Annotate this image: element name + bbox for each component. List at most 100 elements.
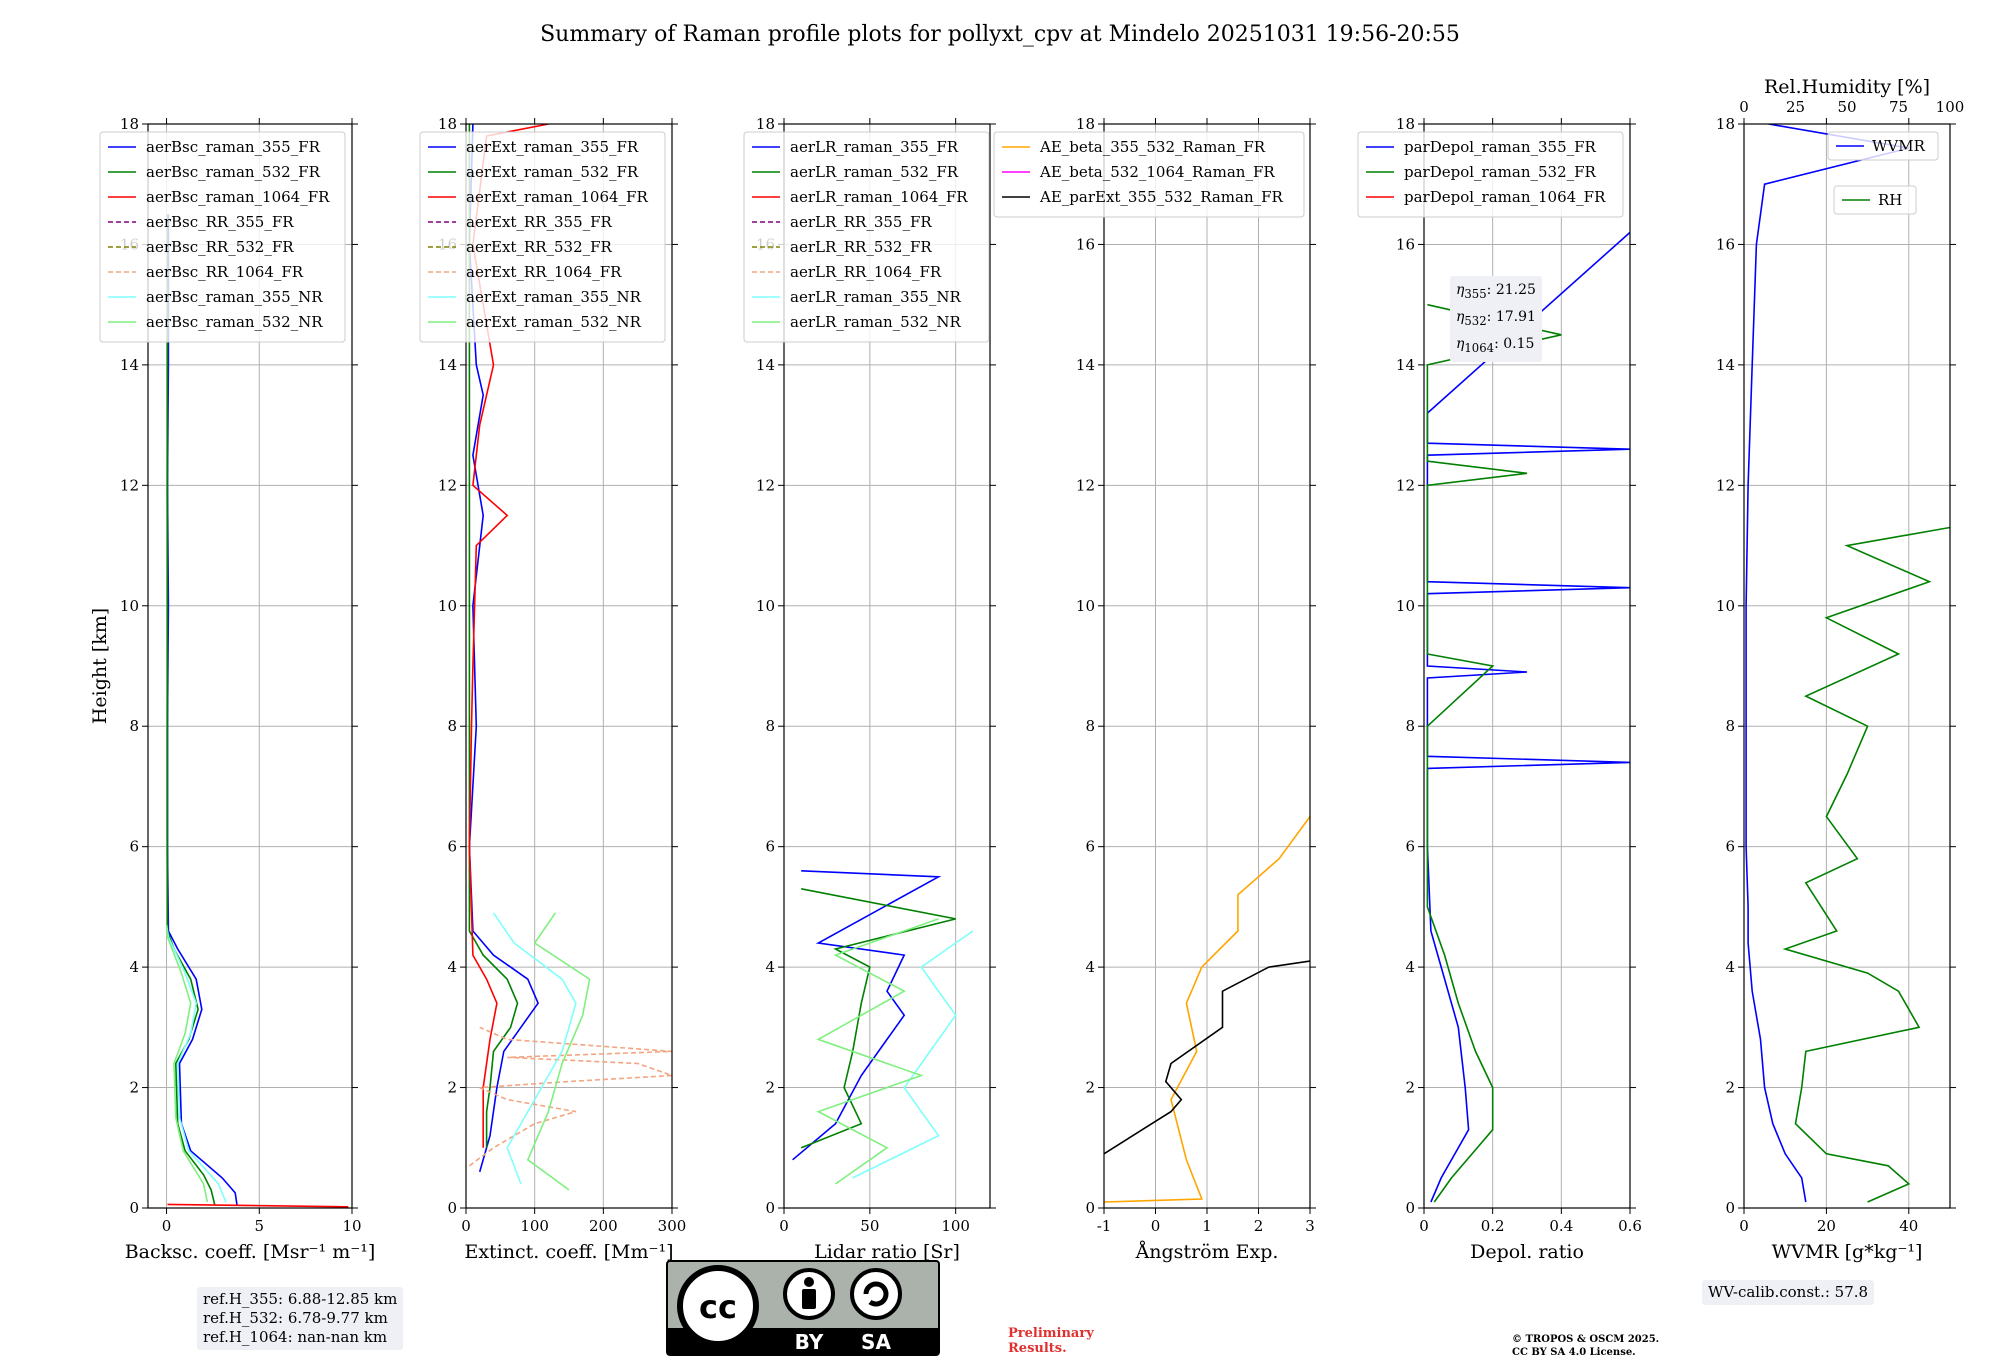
series-line-aerLR_raman_355_FR <box>792 870 942 1161</box>
series-line-aerBsc_raman_355_NR <box>165 924 227 1203</box>
legend-label: parDepol_raman_532_FR <box>1404 163 1597 181</box>
y-tick-label: 10 <box>1716 597 1735 615</box>
top-x-tick-label: 75 <box>1889 98 1908 116</box>
y-tick-label: 12 <box>1076 476 1095 494</box>
y-tick-label: 0 <box>1725 1199 1735 1217</box>
y-tick-label: 4 <box>1405 958 1415 976</box>
series-line-aerExt_raman_532_FR <box>468 124 519 1148</box>
series-line-AE_beta_355_532_Raman_FR <box>1104 816 1310 1203</box>
x-axis-label: Depol. ratio <box>1470 1241 1584 1263</box>
y-tick-label: 14 <box>438 356 457 374</box>
y-tick-label: 2 <box>1405 1079 1415 1097</box>
legend-label: aerBsc_RR_1064_FR <box>146 263 304 281</box>
top-x-tick-label: 100 <box>1936 98 1965 116</box>
eta-355-value: 21.25 <box>1495 282 1536 298</box>
y-tick-label: 0 <box>447 1199 457 1217</box>
y-tick-label: 4 <box>129 958 139 976</box>
share-alike-icon <box>850 1268 902 1320</box>
y-tick-label: 12 <box>120 476 139 494</box>
eta-532-row: η532: 17.91 <box>1456 308 1536 328</box>
axes-frame <box>1743 123 1951 1209</box>
y-tick-label: 12 <box>756 476 775 494</box>
legend-box <box>1833 185 1917 215</box>
x-tick-label: 0 <box>1739 1217 1749 1235</box>
y-tick-label: 6 <box>765 838 775 856</box>
x-tick-label: 0 <box>1151 1217 1161 1235</box>
x-tick-label: 20 <box>1817 1217 1836 1235</box>
legend: aerBsc_raman_355_FR aerBsc_raman_532_FRae… <box>99 131 346 343</box>
y-tick-label: 8 <box>765 717 775 735</box>
cc-by-sa-license-badge: cc BY SA <box>666 1260 940 1356</box>
y-tick-label: 16 <box>1076 235 1095 253</box>
series-line-aerExt_RR_1064_FR <box>468 1026 672 1167</box>
ref-height-1064: ref.H_1064: nan-nan km <box>203 1328 388 1346</box>
legend-label: aerExt_raman_1064_FR <box>466 188 648 206</box>
by-label: BY <box>795 1330 824 1354</box>
y-tick-label: 12 <box>1716 476 1735 494</box>
y-tick-label: 10 <box>1396 597 1415 615</box>
y-tick-label: 4 <box>1085 958 1095 976</box>
y-axis-label: Height [km] <box>89 608 111 724</box>
panel-bsc: 0510024681012141618Backsc. coeff. [Msr⁻¹… <box>99 115 375 1263</box>
legend-label: aerExt_raman_532_NR <box>466 313 642 331</box>
legend: AE_beta_355_532_Raman_FR AE_beta_532_1064… <box>993 131 1305 218</box>
y-tick-label: 10 <box>438 597 457 615</box>
series-line-aerExt_raman_355_NR <box>492 912 577 1185</box>
y-tick-label: 16 <box>1396 235 1415 253</box>
legend-label: aerBsc_raman_1064_FR <box>146 188 330 206</box>
legend-label: aerBsc_RR_532_FR <box>146 238 294 256</box>
series-group <box>165 214 349 1208</box>
y-tick-label: 6 <box>129 838 139 856</box>
series-line-AE_parExt_355_532_Raman_FR <box>1104 960 1310 1155</box>
x-tick-label: 0.2 <box>1481 1217 1505 1235</box>
wv-calib-box: WV-calib.const.: 57.8 <box>1702 1280 1875 1305</box>
series-group <box>1426 231 1630 1203</box>
legend-box <box>419 131 666 343</box>
top-x-tick-label: 25 <box>1786 98 1805 116</box>
y-tick-label: 8 <box>129 717 139 735</box>
y-tick-label: 8 <box>1405 717 1415 735</box>
x-tick-label: 0 <box>162 1217 172 1235</box>
y-tick-label: 6 <box>1405 838 1415 856</box>
legend-label: aerExt_RR_532_FR <box>466 238 613 256</box>
series-line-aerExt_raman_532_NR <box>526 912 591 1191</box>
legend: aerExt_raman_355_FR aerExt_raman_532_FRae… <box>419 131 666 343</box>
y-tick-label: 10 <box>1076 597 1095 615</box>
x-tick-label: 40 <box>1899 1217 1918 1235</box>
x-tick-label: 0 <box>779 1217 789 1235</box>
x-tick-label: 10 <box>342 1217 361 1235</box>
y-tick-label: 18 <box>1396 115 1415 133</box>
reference-height-box: ref.H_355: 6.88-12.85 km ref.H_532: 6.78… <box>197 1287 404 1350</box>
x-tick-label: 0.6 <box>1618 1217 1642 1235</box>
legend-label: WVMR <box>1872 137 1926 155</box>
y-tick-label: 4 <box>447 958 457 976</box>
eta-1064-row: η1064: 0.15 <box>1456 335 1535 355</box>
x-tick-label: 50 <box>860 1217 879 1235</box>
x-tick-label: -1 <box>1097 1217 1112 1235</box>
x-axis-label: Ångström Exp. <box>1135 1241 1279 1263</box>
x-tick-label: 100 <box>941 1217 970 1235</box>
legend-label: aerLR_raman_532_NR <box>790 313 961 331</box>
top-x-tick-label: 0 <box>1739 98 1749 116</box>
legend-label: AE_parExt_355_532_Raman_FR <box>1039 188 1284 206</box>
y-tick-label: 8 <box>1725 717 1735 735</box>
x-tick-label: 100 <box>520 1217 549 1235</box>
ref-height-355: ref.H_355: 6.88-12.85 km <box>203 1290 398 1308</box>
legend: aerLR_raman_355_FR aerLR_raman_532_FR aerL… <box>743 131 990 343</box>
series-line-parDepol_raman_532_FR <box>1426 303 1562 1203</box>
y-tick-label: 6 <box>447 838 457 856</box>
legend-label: aerBsc_raman_532_NR <box>146 313 323 331</box>
series-line-aerBsc_raman_1064_FR <box>167 1203 349 1208</box>
legend-label: aerLR_RR_1064_FR <box>790 263 942 281</box>
y-tick-label: 18 <box>438 115 457 133</box>
series-line-aerLR_raman_355_NR <box>852 930 974 1179</box>
axes-frame <box>147 123 353 1209</box>
x-axis-label: Lidar ratio [Sr] <box>814 1241 960 1263</box>
y-tick-label: 6 <box>1725 838 1735 856</box>
preliminary-results-note: Preliminary Results. <box>1008 1326 1094 1356</box>
panel-ext: 0100200300024681012141618Extinct. coeff.… <box>419 115 686 1263</box>
legend-box <box>993 131 1305 218</box>
panel-lr: 050100024681012141618Lidar ratio [Sr]aer… <box>743 115 996 1263</box>
